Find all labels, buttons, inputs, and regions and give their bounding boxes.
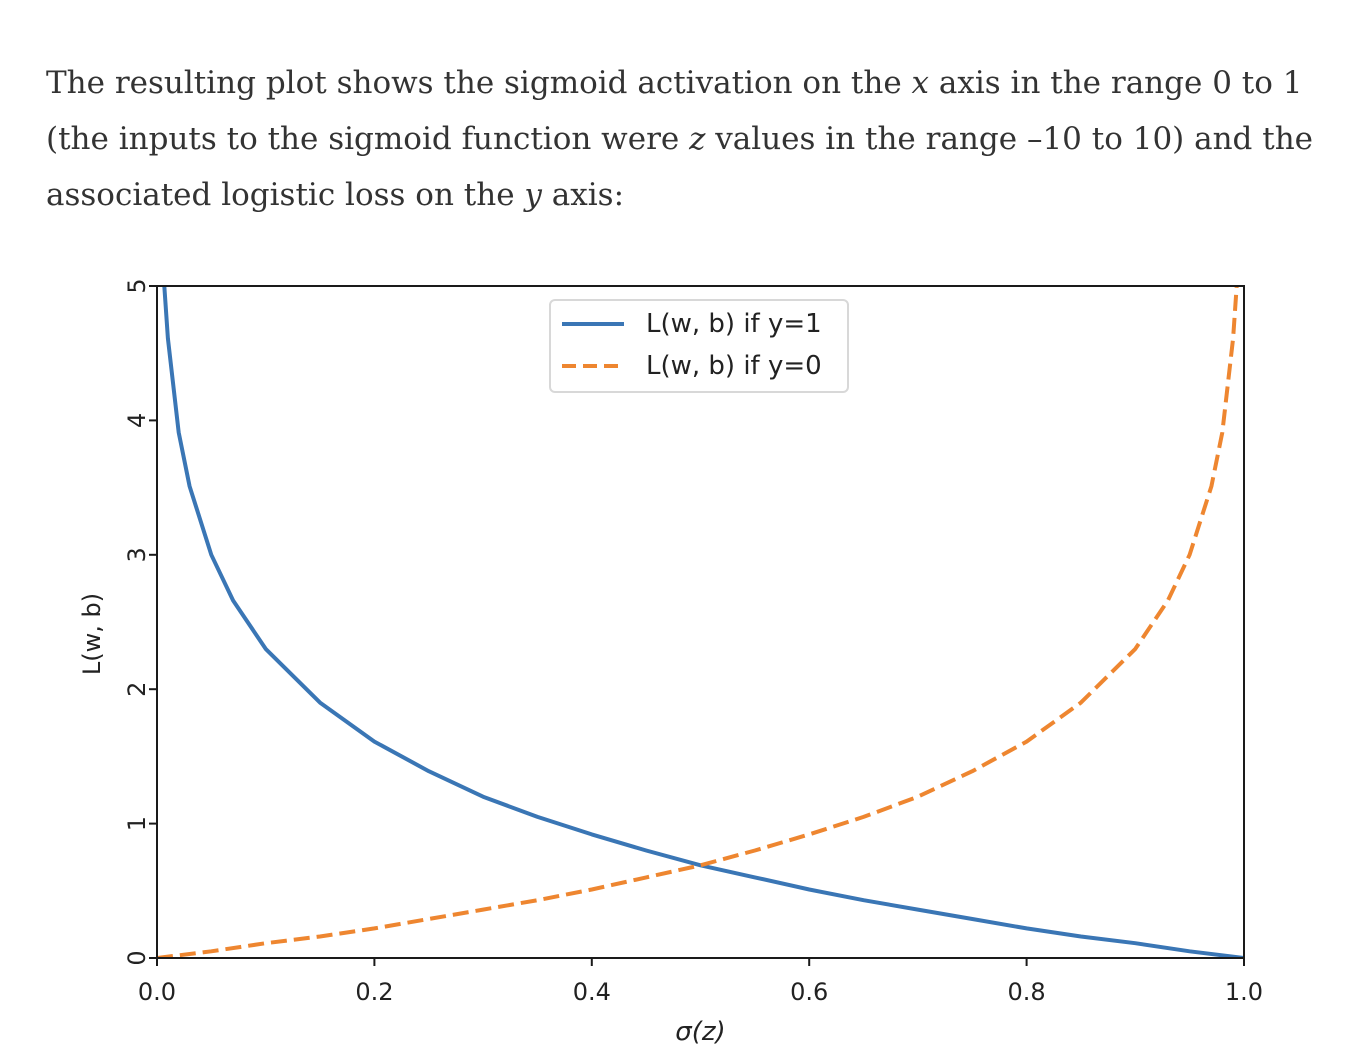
- x-tick-label: 1.0: [1225, 978, 1263, 1006]
- legend-box: [549, 299, 849, 393]
- legend: L(w, b) if y=1 L(w, b) if y=0: [549, 299, 849, 393]
- x-tick-label: 0.0: [138, 978, 176, 1006]
- x-tick-label: 0.6: [790, 978, 828, 1006]
- y-tick-label: 3: [123, 547, 151, 562]
- intro-var-z: z: [689, 121, 706, 157]
- legend-label-2: L(w, b) if y=0: [646, 351, 822, 381]
- intro-paragraph: The resulting plot shows the sigmoid act…: [46, 55, 1316, 223]
- y-tick-label: 2: [123, 682, 151, 697]
- intro-text-3: values in the range –10 to 10) and the a…: [46, 121, 1314, 213]
- y-tick-label: 0: [123, 950, 151, 965]
- legend-label-1: L(w, b) if y=1: [646, 309, 822, 339]
- y-tick-label: 5: [123, 278, 151, 293]
- x-axis-label: σ(z): [675, 1017, 725, 1047]
- y-tick-label: 4: [123, 413, 151, 428]
- series-line-1: [162, 285, 1244, 959]
- intro-text-2: axis in the range 0 to 1 (the inputs to …: [46, 65, 1303, 157]
- x-tick-label: 0.8: [1008, 978, 1046, 1006]
- intro-var-y: y: [524, 177, 542, 213]
- intro-var-x: x: [911, 65, 930, 101]
- y-axis-ticks: 0 1 2 3 4 5: [123, 278, 157, 966]
- x-tick-label: 0.4: [573, 978, 611, 1006]
- intro-text-1: The resulting plot shows the sigmoid act…: [46, 65, 912, 101]
- plot-frame: [156, 285, 1245, 959]
- series-line-2: [157, 285, 1239, 959]
- x-axis-ticks: 0.0 0.2 0.4 0.6 0.8 1.0: [138, 958, 1263, 1006]
- y-tick-label: 1: [123, 816, 151, 831]
- x-tick-label: 0.2: [355, 978, 393, 1006]
- y-axis-label: L(w, b): [78, 593, 106, 675]
- series-layer: [157, 285, 1244, 959]
- intro-text-4: axis:: [541, 177, 625, 213]
